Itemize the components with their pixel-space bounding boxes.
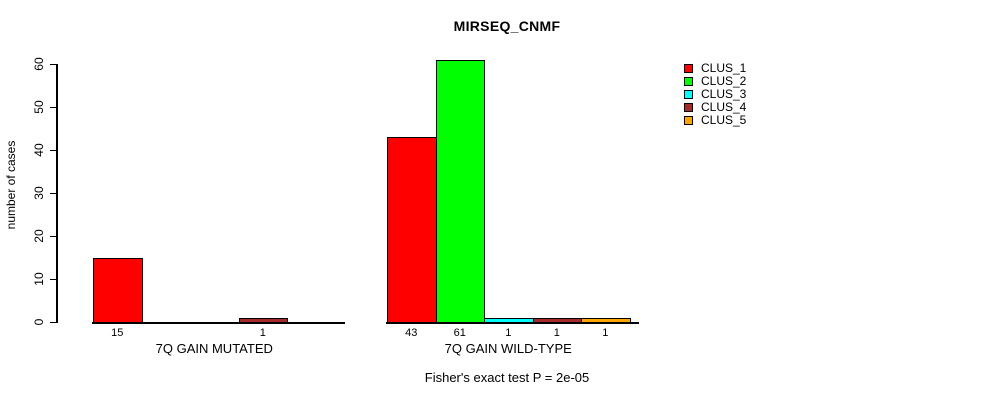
bar-clus_1-1 — [93, 257, 143, 323]
chart-title: MIRSEQ_CNMF — [453, 18, 561, 34]
bar-clus_1-2 — [387, 137, 437, 323]
group-label: 7Q GAIN MUTATED — [155, 341, 273, 356]
y-tick-label: 20 — [32, 229, 46, 243]
y-tick-mark — [50, 321, 56, 323]
legend-item-clus_3: CLUS_3 — [684, 88, 746, 101]
bar-clus_2-2 — [435, 59, 485, 323]
y-tick-mark — [50, 235, 56, 237]
y-tick-label: 60 — [32, 57, 46, 71]
legend-label: CLUS_2 — [701, 74, 747, 88]
legend-item-clus_2: CLUS_2 — [684, 75, 746, 88]
bar-value-label: 1 — [505, 327, 512, 339]
bar-clus_4-1 — [238, 317, 288, 323]
y-tick-mark — [50, 149, 56, 151]
bar-clus_4-2 — [532, 317, 582, 323]
bar-clus_5-2 — [581, 317, 631, 323]
bar-value-label: 15 — [111, 327, 124, 339]
bar-clus_3-2 — [484, 317, 534, 323]
bar-value-label: 1 — [602, 327, 609, 339]
y-tick-label: 50 — [32, 100, 46, 114]
y-axis-label: number of cases — [4, 140, 18, 230]
legend-item-clus_1: CLUS_1 — [684, 62, 746, 75]
legend-swatch-icon — [684, 64, 693, 73]
x-baseline — [92, 322, 345, 324]
legend-label: CLUS_3 — [701, 87, 747, 101]
annotation-text: Fisher's exact test P = 2e-05 — [424, 370, 590, 385]
bar-value-label: 61 — [453, 327, 466, 339]
bar-value-label: 1 — [259, 327, 266, 339]
y-tick-label: 10 — [32, 272, 46, 286]
y-axis-line — [56, 64, 58, 323]
legend: CLUS_1 CLUS_2 CLUS_3 CLUS_4 CLUS_5 — [684, 62, 746, 127]
legend-label: CLUS_1 — [701, 61, 747, 75]
y-tick-mark — [50, 278, 56, 280]
y-tick-label: 30 — [32, 186, 46, 200]
bar-value-label: 1 — [553, 327, 560, 339]
y-tick-mark — [50, 192, 56, 194]
y-tick-label: 0 — [32, 318, 46, 326]
bar-value-label: 43 — [405, 327, 418, 339]
y-tick-mark — [50, 106, 56, 108]
legend-swatch-icon — [684, 103, 693, 112]
y-tick-mark — [50, 63, 56, 65]
legend-swatch-icon — [684, 77, 693, 86]
legend-swatch-icon — [684, 116, 693, 125]
y-tick-label: 40 — [32, 143, 46, 157]
legend-label: CLUS_4 — [701, 100, 747, 114]
legend-item-clus_5: CLUS_5 — [684, 114, 746, 127]
legend-swatch-icon — [684, 90, 693, 99]
legend-item-clus_4: CLUS_4 — [684, 101, 746, 114]
legend-label: CLUS_5 — [701, 113, 747, 127]
group-label: 7Q GAIN WILD-TYPE — [444, 341, 572, 356]
